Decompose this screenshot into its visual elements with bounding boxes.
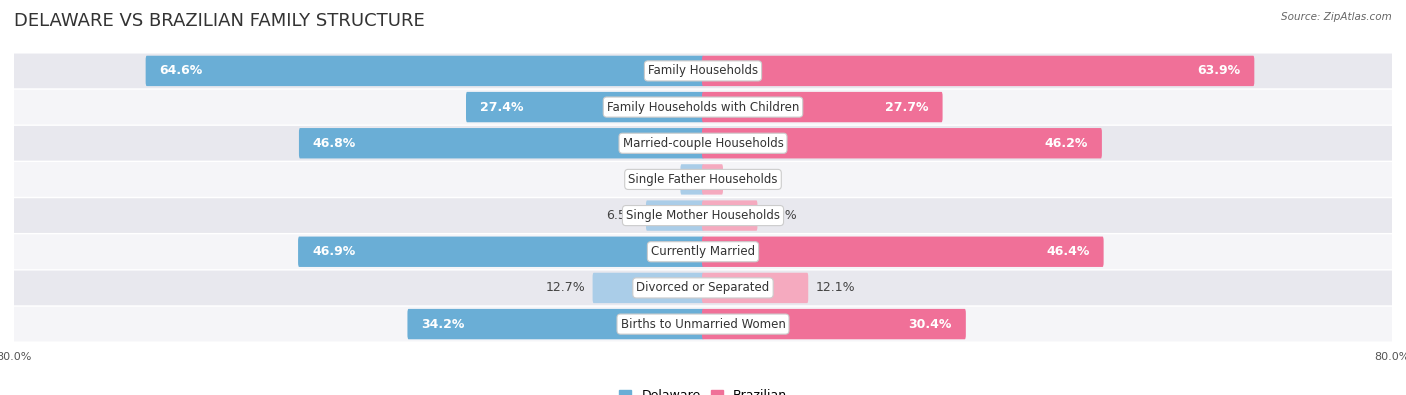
Text: Single Mother Households: Single Mother Households <box>626 209 780 222</box>
Text: 12.1%: 12.1% <box>815 281 855 294</box>
FancyBboxPatch shape <box>0 198 1406 233</box>
Text: 64.6%: 64.6% <box>160 64 202 77</box>
Text: Currently Married: Currently Married <box>651 245 755 258</box>
FancyBboxPatch shape <box>681 164 704 195</box>
FancyBboxPatch shape <box>0 126 1406 161</box>
FancyBboxPatch shape <box>702 92 942 122</box>
Text: 27.7%: 27.7% <box>886 101 928 114</box>
Text: 46.8%: 46.8% <box>314 137 356 150</box>
Text: DELAWARE VS BRAZILIAN FAMILY STRUCTURE: DELAWARE VS BRAZILIAN FAMILY STRUCTURE <box>14 12 425 30</box>
Text: Family Households: Family Households <box>648 64 758 77</box>
FancyBboxPatch shape <box>702 56 1254 86</box>
Text: Married-couple Households: Married-couple Households <box>623 137 783 150</box>
FancyBboxPatch shape <box>702 273 808 303</box>
FancyBboxPatch shape <box>0 162 1406 197</box>
FancyBboxPatch shape <box>702 237 1104 267</box>
FancyBboxPatch shape <box>592 273 704 303</box>
FancyBboxPatch shape <box>0 271 1406 305</box>
Text: 63.9%: 63.9% <box>1198 64 1240 77</box>
Text: 27.4%: 27.4% <box>479 101 523 114</box>
FancyBboxPatch shape <box>702 164 723 195</box>
FancyBboxPatch shape <box>465 92 704 122</box>
Text: 2.2%: 2.2% <box>731 173 762 186</box>
FancyBboxPatch shape <box>702 128 1102 158</box>
Text: 12.7%: 12.7% <box>546 281 585 294</box>
Text: Births to Unmarried Women: Births to Unmarried Women <box>620 318 786 331</box>
Text: Family Households with Children: Family Households with Children <box>607 101 799 114</box>
FancyBboxPatch shape <box>645 200 704 231</box>
FancyBboxPatch shape <box>298 237 704 267</box>
Text: 46.9%: 46.9% <box>312 245 356 258</box>
FancyBboxPatch shape <box>146 56 704 86</box>
Text: 30.4%: 30.4% <box>908 318 952 331</box>
FancyBboxPatch shape <box>0 54 1406 88</box>
FancyBboxPatch shape <box>702 200 758 231</box>
Text: 46.4%: 46.4% <box>1046 245 1090 258</box>
FancyBboxPatch shape <box>299 128 704 158</box>
FancyBboxPatch shape <box>0 234 1406 269</box>
FancyBboxPatch shape <box>0 90 1406 124</box>
FancyBboxPatch shape <box>408 309 704 339</box>
Text: 46.2%: 46.2% <box>1045 137 1088 150</box>
FancyBboxPatch shape <box>702 309 966 339</box>
Text: Divorced or Separated: Divorced or Separated <box>637 281 769 294</box>
Legend: Delaware, Brazilian: Delaware, Brazilian <box>614 384 792 395</box>
Text: 6.5%: 6.5% <box>606 209 638 222</box>
Text: 34.2%: 34.2% <box>422 318 465 331</box>
Text: 6.2%: 6.2% <box>765 209 797 222</box>
Text: 2.5%: 2.5% <box>641 173 673 186</box>
FancyBboxPatch shape <box>0 307 1406 341</box>
Text: Single Father Households: Single Father Households <box>628 173 778 186</box>
Text: Source: ZipAtlas.com: Source: ZipAtlas.com <box>1281 12 1392 22</box>
